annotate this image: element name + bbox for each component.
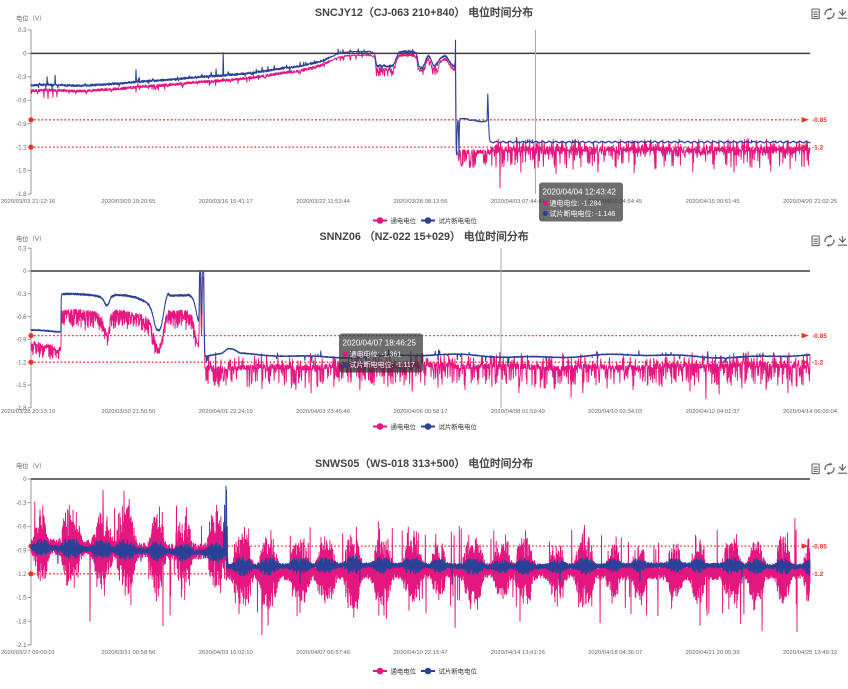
svg-text:2020/04/08 01:59:49: 2020/04/08 01:59:49 bbox=[491, 409, 545, 415]
svg-text:0: 0 bbox=[23, 52, 27, 58]
svg-text:-1.2: -1.2 bbox=[812, 571, 824, 578]
svg-text:-0.3: -0.3 bbox=[16, 292, 27, 298]
svg-text:-0.85: -0.85 bbox=[812, 333, 827, 340]
svg-text:通电电位: -1.284: 通电电位: -1.284 bbox=[550, 199, 602, 208]
svg-text:2020/03/31 00:58:56: 2020/03/31 00:58:56 bbox=[101, 650, 156, 656]
svg-text:-1.8: -1.8 bbox=[16, 619, 27, 625]
svg-text:-0.6: -0.6 bbox=[16, 525, 27, 531]
svg-text:2020/03/28 20:13:19: 2020/03/28 20:13:19 bbox=[1, 409, 55, 415]
svg-text:试片断电电位: 试片断电电位 bbox=[439, 422, 478, 431]
svg-text:2020/04/04 12:43:42: 2020/04/04 12:43:42 bbox=[543, 188, 617, 197]
svg-text:SNWS05（WS-018 313+500） 电位时间分布: SNWS05（WS-018 313+500） 电位时间分布 bbox=[315, 456, 533, 470]
svg-text:2020/04/25 13:49:12: 2020/04/25 13:49:12 bbox=[783, 650, 837, 656]
svg-text:-1.5: -1.5 bbox=[16, 596, 27, 602]
svg-text:2020/04/10 22:15:47: 2020/04/10 22:15:47 bbox=[393, 650, 447, 656]
svg-text:2020/03/28 08:13:56: 2020/03/28 08:13:56 bbox=[393, 199, 448, 205]
svg-text:-0.9: -0.9 bbox=[16, 122, 27, 128]
svg-text:-0.9: -0.9 bbox=[16, 548, 27, 554]
svg-text:-2.1: -2.1 bbox=[16, 643, 27, 649]
svg-text:2020/04/12 04:01:37: 2020/04/12 04:01:37 bbox=[686, 409, 740, 415]
svg-text:2020/04/14 06:09:04: 2020/04/14 06:09:04 bbox=[783, 409, 838, 415]
svg-text:0: 0 bbox=[23, 269, 27, 275]
svg-text:通电电位: 通电电位 bbox=[391, 422, 417, 431]
svg-text:2020/04/01 22:24:19: 2020/04/01 22:24:19 bbox=[199, 409, 253, 415]
svg-text:电位（V）: 电位（V） bbox=[16, 234, 45, 243]
svg-text:电位（V）: 电位（V） bbox=[16, 461, 45, 470]
svg-text:2020/04/06 00:58:17: 2020/04/06 00:58:17 bbox=[393, 409, 447, 415]
svg-text:0.3: 0.3 bbox=[18, 246, 27, 252]
svg-text:2020/03/09 19:20:55: 2020/03/09 19:20:55 bbox=[101, 199, 156, 205]
svg-text:-1.2: -1.2 bbox=[16, 572, 27, 578]
svg-text:2020/04/03 07:44:41: 2020/04/03 07:44:41 bbox=[491, 199, 545, 205]
svg-text:-0.9: -0.9 bbox=[16, 338, 27, 344]
svg-text:-0.85: -0.85 bbox=[812, 117, 827, 124]
svg-text:SNCJY12（CJ-063 210+840） 电位时间分布: SNCJY12（CJ-063 210+840） 电位时间分布 bbox=[315, 5, 533, 19]
svg-text:2020/04/21 20:05:39: 2020/04/21 20:05:39 bbox=[686, 650, 740, 656]
svg-text:-1.5: -1.5 bbox=[16, 383, 27, 389]
svg-text:2020/03/03 21:12:16: 2020/03/03 21:12:16 bbox=[1, 199, 56, 205]
svg-text:通电电位: -1.361: 通电电位: -1.361 bbox=[350, 350, 402, 359]
svg-text:试片断电电位: 试片断电电位 bbox=[439, 666, 478, 675]
svg-text:-1.2: -1.2 bbox=[812, 144, 824, 151]
svg-text:-1.2: -1.2 bbox=[812, 359, 824, 366]
svg-text:-1.8: -1.8 bbox=[16, 192, 27, 198]
svg-text:2020/04/07 06:57:46: 2020/04/07 06:57:46 bbox=[296, 650, 351, 656]
svg-text:2020/03/27 09:09:01: 2020/03/27 09:09:01 bbox=[1, 650, 55, 656]
svg-text:-1.5: -1.5 bbox=[16, 169, 27, 175]
svg-text:0.3: 0.3 bbox=[18, 28, 27, 34]
svg-text:-1.2: -1.2 bbox=[16, 360, 27, 366]
svg-text:通电电位: 通电电位 bbox=[391, 216, 417, 225]
svg-text:试片断电电位: -1.146: 试片断电电位: -1.146 bbox=[550, 209, 616, 218]
svg-text:0: 0 bbox=[23, 477, 27, 483]
svg-text:2020/04/20 21:02:25: 2020/04/20 21:02:25 bbox=[783, 199, 838, 205]
svg-text:2020/03/30 21:50:50: 2020/03/30 21:50:50 bbox=[101, 409, 156, 415]
svg-text:2020/04/14 13:41:26: 2020/04/14 13:41:26 bbox=[491, 650, 546, 656]
svg-text:2020/03/22 11:53:44: 2020/03/22 11:53:44 bbox=[296, 199, 350, 205]
svg-text:2020/04/03 16:02:10: 2020/04/03 16:02:10 bbox=[199, 650, 254, 656]
svg-text:2020/04/07 18:46:25: 2020/04/07 18:46:25 bbox=[343, 339, 417, 348]
svg-text:2020/04/18 04:36:07: 2020/04/18 04:36:07 bbox=[588, 650, 642, 656]
svg-text:试片断电电位: -1.117: 试片断电电位: -1.117 bbox=[350, 360, 415, 369]
svg-text:试片断电电位: 试片断电电位 bbox=[439, 216, 478, 225]
svg-text:-1.8: -1.8 bbox=[16, 406, 27, 412]
svg-text:-1.2: -1.2 bbox=[16, 145, 27, 151]
svg-text:-0.6: -0.6 bbox=[16, 99, 27, 105]
svg-text:SNNZ06 （NZ-022 15+029） 电位时间分布: SNNZ06 （NZ-022 15+029） 电位时间分布 bbox=[319, 229, 528, 243]
svg-text:-0.3: -0.3 bbox=[16, 75, 27, 81]
svg-text:-0.85: -0.85 bbox=[812, 543, 827, 550]
svg-text:2020/04/10 02:34:03: 2020/04/10 02:34:03 bbox=[588, 409, 643, 415]
svg-text:-0.6: -0.6 bbox=[16, 315, 27, 321]
svg-text:2020/03/16 15:41:17: 2020/03/16 15:41:17 bbox=[199, 199, 253, 205]
svg-text:2020/04/03 23:45:46: 2020/04/03 23:45:46 bbox=[296, 409, 351, 415]
svg-text:2020/04/15 00:51:45: 2020/04/15 00:51:45 bbox=[686, 199, 741, 205]
svg-text:通电电位: 通电电位 bbox=[391, 666, 417, 675]
svg-text:-0.3: -0.3 bbox=[16, 501, 27, 507]
svg-text:电位（V）: 电位（V） bbox=[16, 14, 45, 23]
